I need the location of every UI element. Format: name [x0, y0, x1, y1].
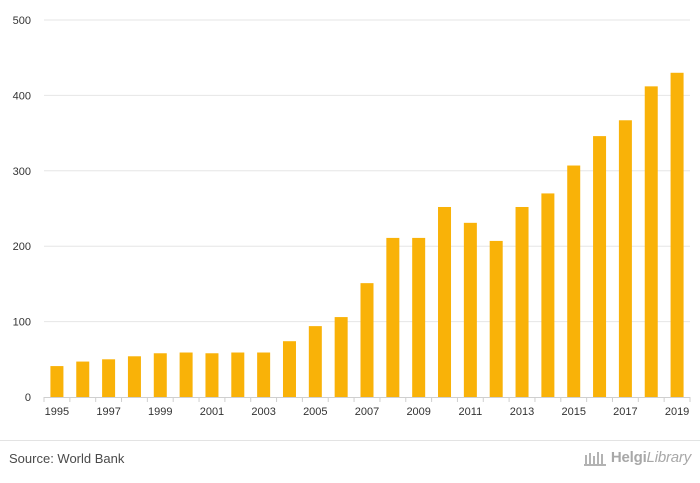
x-tick-label: 2013	[510, 406, 534, 418]
bar-2019	[670, 72, 684, 397]
x-tick-label: 2011	[459, 406, 483, 418]
bar-1997	[102, 359, 116, 397]
footer-divider	[0, 440, 700, 441]
bar-2014	[541, 193, 555, 397]
bar-2016	[593, 136, 607, 397]
bar-chart: 0 100 200 300 400 500 1995 1997 1999 2001 2003 2005…	[13, 15, 691, 418]
bar-2008	[386, 237, 400, 397]
x-tick-label: 1995	[45, 406, 69, 418]
y-tick-label: 100	[13, 317, 31, 329]
logo-text-main: Helgi	[610, 449, 647, 466]
y-tick-label: 0	[25, 392, 31, 404]
x-tick-label: 2017	[613, 406, 637, 418]
x-tick-label: 2015	[561, 406, 585, 418]
y-tick-label: 500	[13, 15, 31, 27]
y-tick-label: 200	[13, 241, 31, 253]
bar-2015	[567, 165, 581, 397]
y-tick-label: 300	[13, 166, 31, 178]
bar-2009	[412, 237, 426, 397]
x-tick-label: 2003	[251, 406, 275, 418]
bar-1998	[127, 356, 141, 397]
bar-1995	[50, 366, 64, 397]
bar-2018	[644, 86, 658, 398]
x-tick-label: 2019	[665, 406, 689, 418]
x-tick-label: 2007	[355, 406, 379, 418]
bar-2003	[257, 352, 271, 397]
bar-2005	[308, 326, 322, 397]
helgi-library-logo[interactable]: Helgi Library	[583, 449, 692, 466]
bar-1996	[76, 361, 90, 397]
x-tick-label: 1997	[96, 406, 120, 418]
bar-2001	[205, 353, 219, 397]
bar-2012	[489, 240, 503, 397]
helgi-library-logo-icon	[583, 451, 606, 466]
bar-2002	[231, 352, 245, 397]
bar-2000	[179, 352, 193, 397]
x-tick-label: 1999	[148, 406, 172, 418]
bar-2006	[334, 317, 348, 397]
y-tick-label: 400	[13, 90, 31, 102]
bar-2004	[282, 341, 296, 397]
x-tick-label: 2009	[406, 406, 430, 418]
bar-1999	[153, 353, 167, 397]
bar-2007	[360, 283, 374, 397]
bar-2013	[515, 206, 529, 397]
bar-2010	[438, 206, 452, 397]
source-note: Source: World Bank	[9, 451, 125, 466]
logo-text-sub: Library	[646, 449, 692, 466]
x-tick-label: 2001	[200, 406, 224, 418]
x-tick-label: 2005	[303, 406, 327, 418]
bar-2017	[618, 120, 632, 398]
bar-2011	[463, 222, 477, 397]
